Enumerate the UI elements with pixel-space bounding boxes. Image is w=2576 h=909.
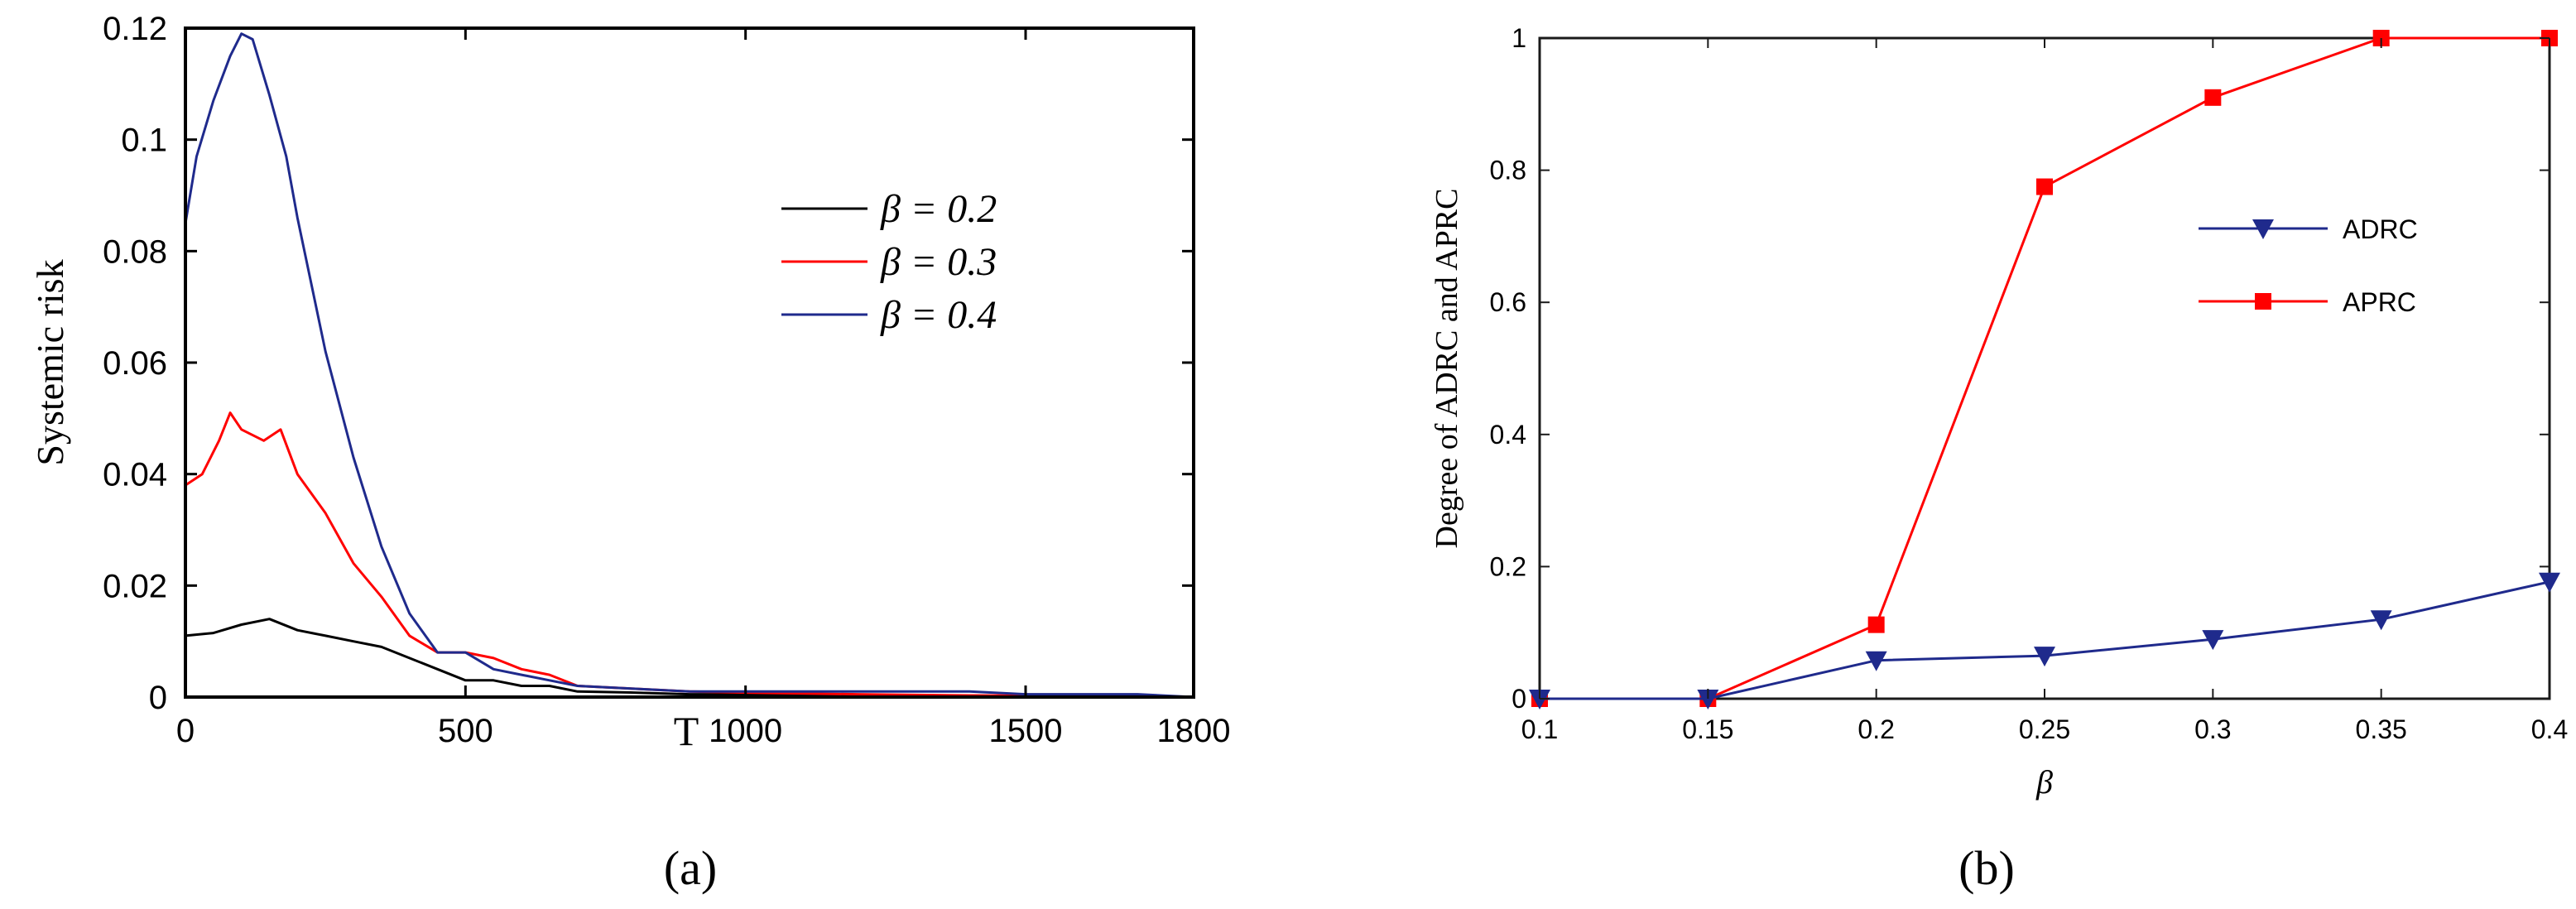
chart-a-x-tick-label: 1000 <box>709 713 782 749</box>
chart-b-plot-frame <box>1538 36 2551 700</box>
chart-b-x-tick-label: 0.1 <box>1521 714 1558 744</box>
chart-b-point-aprc <box>2036 178 2053 195</box>
chart-a-legend: β = 0.2 β = 0.3 β = 0.4 <box>781 187 997 337</box>
chart-a-series-line-1 <box>185 618 1194 699</box>
chart-a-y-tick-label: 0 <box>149 680 167 716</box>
chart-b-legend-label-1: ADRC <box>2343 214 2418 244</box>
chart-a-series-line-3 <box>184 32 1194 699</box>
chart-b-point-adrc <box>1697 690 1719 709</box>
chart-a-y-tick-label: 0.1 <box>121 123 167 159</box>
chart-b-series-line-adrc <box>1540 580 2550 700</box>
chart-b-series-group <box>1529 30 2560 709</box>
chart-b-series-line-aprc <box>1540 36 2550 700</box>
chart-a-y-tick-label: 0.04 <box>103 457 167 493</box>
panel-label-b: (b) <box>1958 841 2015 895</box>
chart-b-legend-label-2: APRC <box>2343 287 2416 317</box>
chart-b-x-tick-label: 0.2 <box>1858 714 1894 744</box>
chart-a-x-ticks: 0 500 1000 1500 1800 <box>176 28 1231 749</box>
chart-b-x-tick-label: 0.3 <box>2194 714 2231 744</box>
chart-a-y-tick-label: 0.06 <box>103 345 167 382</box>
chart-a-series-line-2 <box>185 411 1194 699</box>
chart-b-point-aprc <box>1867 616 1885 633</box>
chart-b-x-tick-label: 0.4 <box>2531 714 2568 744</box>
chart-b-x-tick-label: 0.35 <box>2356 714 2407 744</box>
chart-b-point-adrc <box>2539 572 2560 593</box>
chart-b-y-tick-label: 0.8 <box>1490 156 1526 185</box>
chart-b-point-adrc <box>2370 610 2392 631</box>
chart-b-point-aprc <box>2204 89 2222 106</box>
chart-b-legend-marker-2 <box>2255 293 2271 310</box>
chart-b-x-axis-label: β <box>2035 763 2053 801</box>
chart-a-legend-label-1: β = 0.2 <box>880 187 997 231</box>
chart-b-x-ticks: 0.1 0.15 0.2 0.25 0.3 0.35 0.4 <box>1521 38 2568 744</box>
chart-b-point-adrc <box>2034 647 2055 667</box>
chart-a-y-ticks: 0 0.02 0.04 0.06 0.08 0.1 0.12 <box>103 11 1194 716</box>
chart-b-y-tick-label: 0.2 <box>1490 551 1526 581</box>
chart-b-y-ticks: 0 0.2 0.4 0.6 0.8 1 <box>1490 23 2550 714</box>
chart-b-x-tick-label: 0.25 <box>2019 714 2070 744</box>
chart-a-legend-label-3: β = 0.4 <box>880 293 997 337</box>
chart-a-legend-label-2: β = 0.3 <box>880 240 997 284</box>
chart-a-series-group <box>184 32 1194 699</box>
chart-b-point-adrc <box>2202 630 2224 651</box>
chart-b-y-tick-label: 1 <box>1511 23 1526 53</box>
chart-a-x-axis-label: T <box>674 708 699 754</box>
chart-a-y-tick-label: 0.12 <box>103 11 167 47</box>
chart-a-y-axis-label: Systemic risk <box>29 259 71 465</box>
chart-b-y-tick-label: 0.6 <box>1490 287 1526 317</box>
chart-a-plot-frame <box>184 26 1195 699</box>
chart-b-legend: ADRC APRC <box>2199 214 2418 317</box>
chart-a-x-tick-label: 1500 <box>989 713 1063 749</box>
chart-a-y-tick-label: 0.02 <box>103 568 167 604</box>
chart-a-x-tick-label: 1800 <box>1157 713 1231 749</box>
chart-b-y-tick-label: 0 <box>1511 684 1526 714</box>
chart-b: 0.1 0.15 0.2 0.25 0.3 0.35 0.4 00.20.40.60.81 … <box>1430 23 2568 895</box>
chart-b-legend-marker-1 <box>2252 219 2274 239</box>
chart-a-x-tick-label: 500 <box>438 713 493 749</box>
panel-label-a: (a) <box>664 841 717 895</box>
chart-a-y-tick-label: 0.08 <box>103 233 167 270</box>
chart-a: 0 500 1000 1500 1800 0 0.02 0.04 0.06 0.08 0.1 0.1… <box>29 11 1230 895</box>
chart-b-y-axis-label: Degree of ADRC and APRC <box>1430 189 1464 549</box>
chart-b-y-tick-label: 0.4 <box>1490 420 1526 450</box>
chart-a-x-tick-label: 0 <box>176 713 195 749</box>
chart-b-x-tick-label: 0.15 <box>1682 714 1733 744</box>
chart-b-point-adrc <box>1865 651 1887 671</box>
